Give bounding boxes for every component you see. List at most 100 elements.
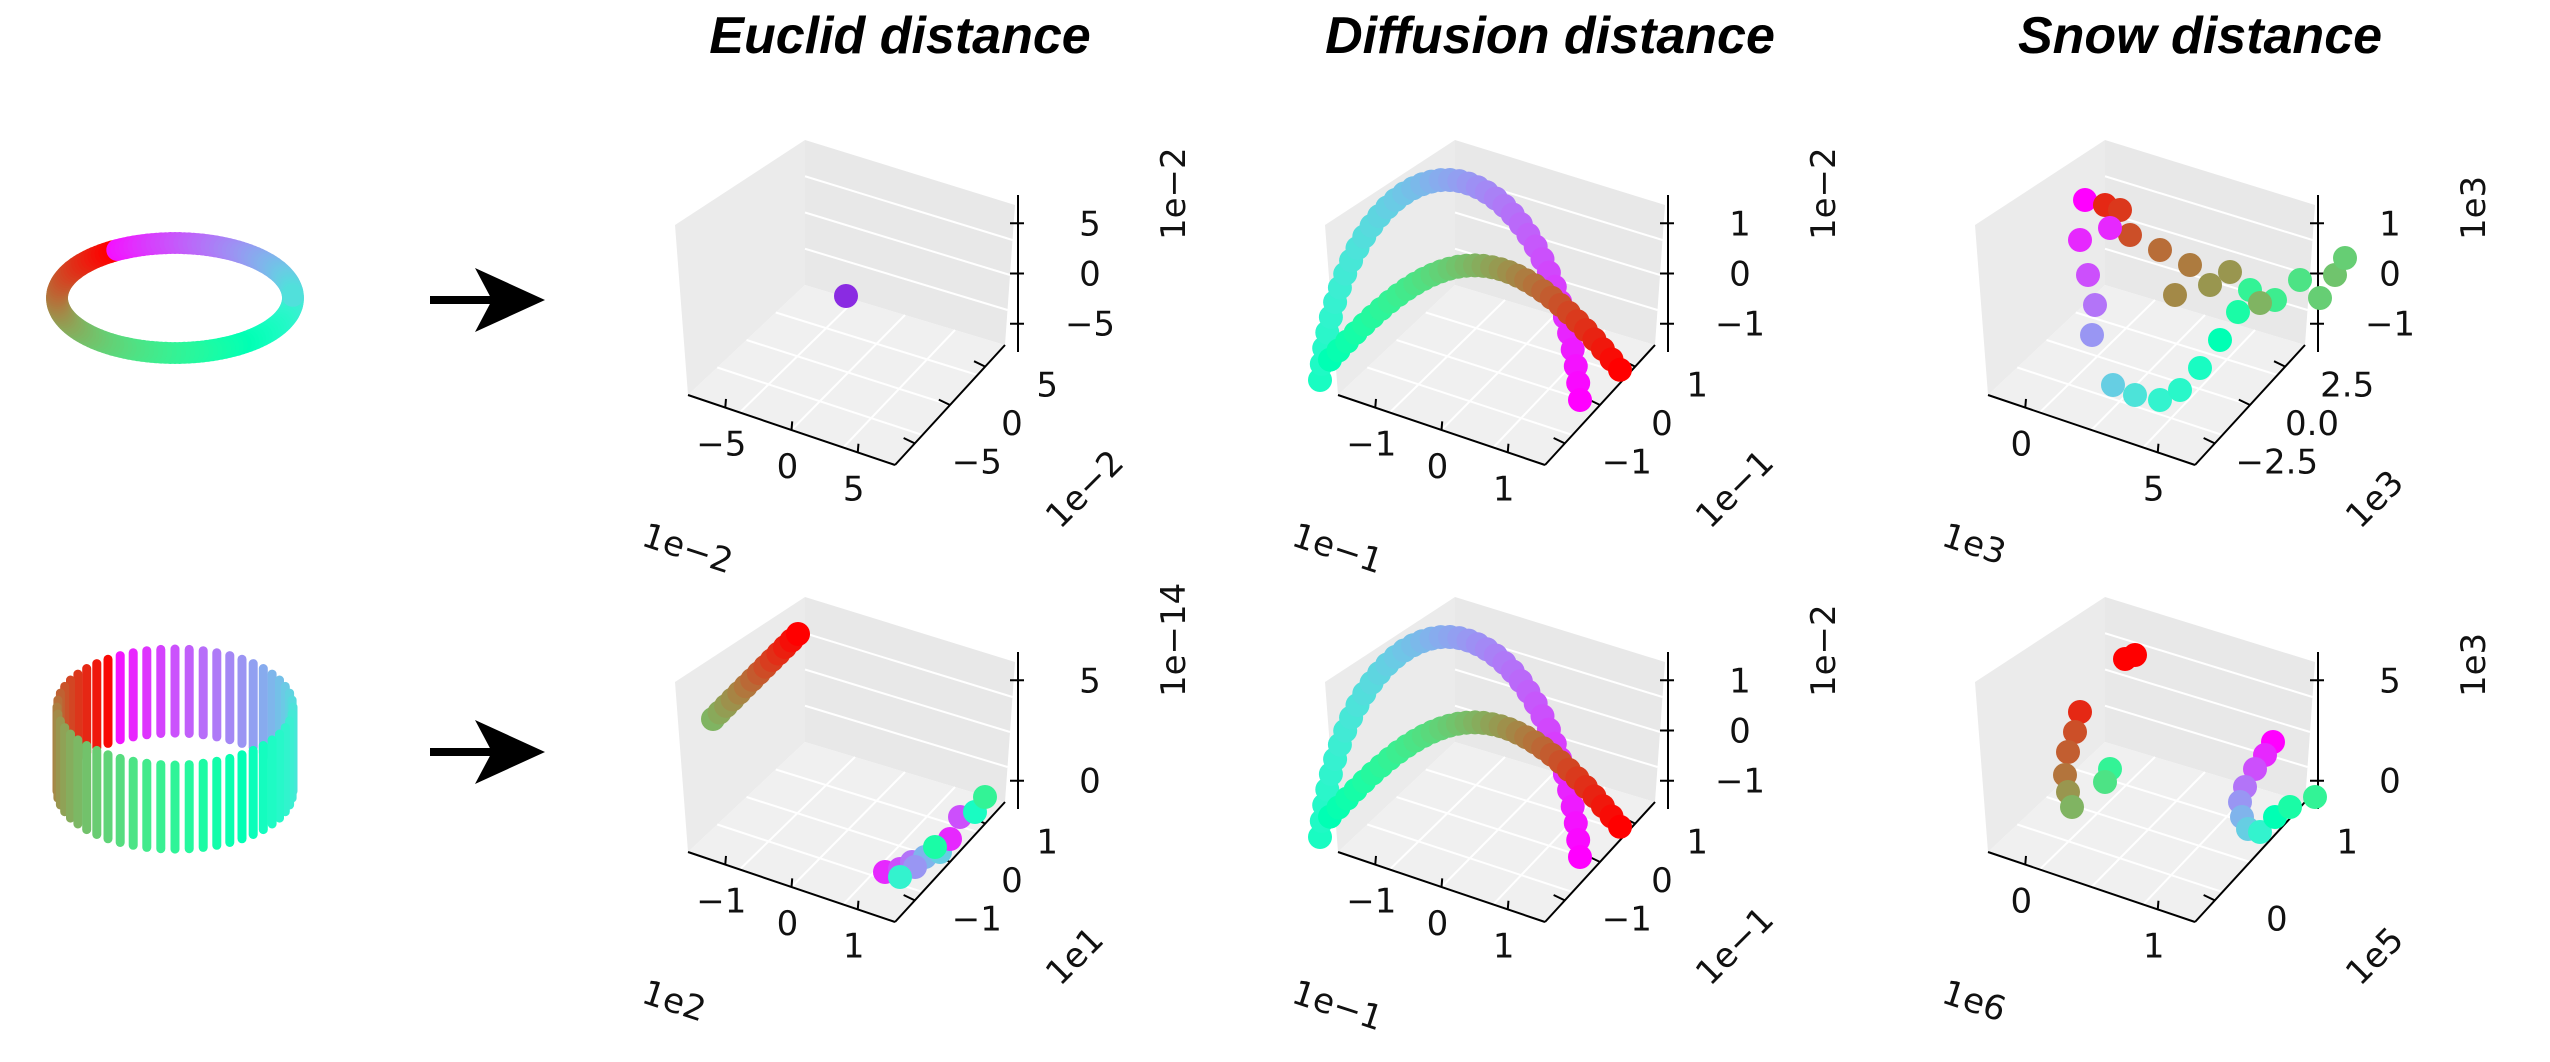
data-point [2056,740,2080,764]
grid-line [790,314,906,431]
z-tick-label: 1 [1729,204,1751,244]
tick-mark [1374,398,1377,408]
data-point [2073,188,2097,212]
z-tick-label: 0 [2379,762,2401,802]
y-tick-label: 1 [1686,823,1708,863]
grid-line [775,768,978,833]
y-exponent-label: 1e5 [2338,920,2412,994]
data-point [2063,720,2087,744]
tick-mark [903,894,916,902]
grid-line [790,771,906,888]
x-tick-label: 5 [843,469,865,509]
tick-mark [790,421,794,431]
y-tick-label: 1 [2336,823,2358,863]
ring-dot [281,284,304,307]
x-exponent-label: 1e−1 [1287,973,1387,1040]
x-exponent-label: 1e6 [1937,973,2010,1031]
arrow-head [475,720,545,784]
data-point [2068,228,2092,252]
grid-line [2142,329,2256,449]
z-tick-label: 1 [2379,204,2401,244]
data-point [2060,795,2084,819]
z-tick-label: 0 [1729,712,1751,752]
z-exponent-label: 1e3 [2454,633,2494,697]
grid-line [1425,768,1628,833]
data-point [2163,283,2187,307]
data-point [2113,647,2137,671]
x-axis-line [1987,851,2196,923]
grid-line [1454,211,1661,276]
data-point [2243,757,2267,781]
y-exponent-label: 1e3 [2338,463,2412,537]
tick-mark [2273,360,2286,368]
z-tick-label: 1 [1729,661,1751,701]
tick-mark [724,398,727,408]
x-tick-label: 1 [1493,926,1515,966]
x-tick-label: 0 [777,447,799,487]
tick-mark [2024,398,2027,408]
x-tick-label: 0 [1427,904,1449,944]
y-tick-label: 1 [1686,366,1708,406]
data-point [2278,795,2302,819]
data-point [1608,357,1632,382]
z-tick-label: 5 [2379,661,2401,701]
grid-line [2104,668,2311,733]
data-point [2148,388,2172,412]
z-tick-label: 0 [1079,255,1101,295]
data-point [2308,286,2332,310]
z-exponent-label: 1e−14 [1154,583,1194,697]
z-tick-label: 5 [1079,204,1101,244]
data-point [2101,373,2125,397]
data-point [1568,388,1592,412]
title-snow: Snow distance [2017,7,2383,65]
grid-line [1425,311,1628,376]
grid-line [2090,771,2206,888]
y-exponent-label: 1e1 [1038,920,1112,994]
z-tick-label: 0 [1729,255,1751,295]
data-point [2303,785,2327,809]
title-diffusion: Diffusion distance [1325,7,1775,65]
grid-line [2104,632,2313,698]
grid-line [804,632,1013,698]
data-point [923,835,947,859]
data-point [834,284,858,308]
z-exponent-label: 1e−2 [1804,147,1844,240]
z-exponent-label: 1e3 [2454,176,2494,240]
y-tick-label: 0 [2266,899,2288,939]
data-point [2248,820,2272,844]
tick-mark [1374,855,1377,865]
grid-line [775,311,978,376]
data-point [888,865,912,889]
x-exponent-label: 1e−1 [1287,516,1387,583]
tick-mark [2024,855,2027,865]
x-tick-label: −5 [696,425,746,465]
grid-line [2104,175,2313,241]
plot-panel: 0 5 −2.50.02.5 −1 0 1 1e3 1e3 1e3 [1937,140,2494,573]
y-axis-line [2194,801,2306,923]
grid-line [804,668,1011,733]
grid-line [804,247,1008,311]
tick-mark [2203,894,2216,902]
x-exponent-label: 1e−2 [637,516,737,583]
x-tick-label: 0 [777,904,799,944]
data-point [2148,238,2172,262]
y-exponent-label: 1e−2 [1038,443,1132,537]
x-tick-label: −1 [1346,882,1396,922]
tick-mark [1506,900,1510,910]
z-tick-label: −1 [1715,762,1765,802]
y-tick-label: −1 [952,899,1002,939]
data-point [2208,328,2232,352]
grid-line [2075,311,2278,376]
grid-line [804,704,1008,768]
data-point [2218,260,2242,284]
grid-line [1454,668,1661,733]
y-exponent-label: 1e−1 [1688,900,1782,994]
x-tick-label: 1 [843,926,865,966]
x-exponent-label: 1e2 [637,973,710,1031]
z-exponent-label: 1e−2 [1804,604,1844,697]
grid-line [1440,771,1556,888]
data-point [786,622,810,646]
